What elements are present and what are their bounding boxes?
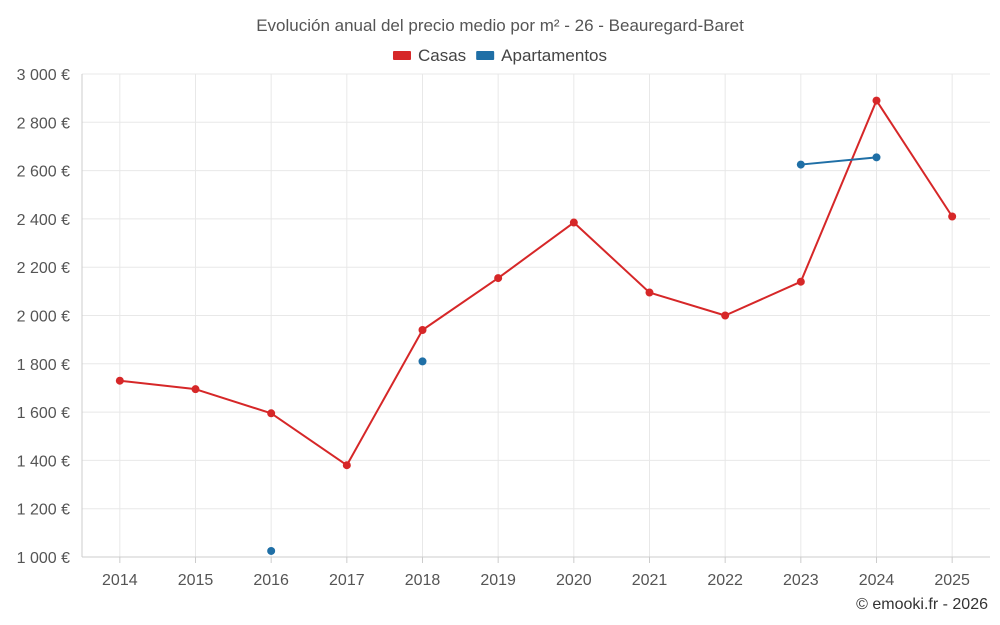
data-point[interactable]	[418, 357, 427, 366]
y-axis-ticks: 1 000 € 1 200 € 1 400 € 1 600 € 1 800 € 2 000…	[17, 67, 70, 567]
chart-credit: © emooki.fr - 2026	[856, 596, 988, 613]
x-tick-label: 2015	[178, 572, 214, 589]
y-tick-label: 3 000 €	[17, 67, 70, 84]
x-tick-label: 2021	[632, 572, 668, 589]
x-tick-label: 2024	[859, 572, 895, 589]
series-apartamentos	[267, 153, 881, 555]
y-tick-label: 2 200 €	[17, 260, 70, 277]
data-point[interactable]	[872, 153, 881, 162]
data-point[interactable]	[494, 274, 503, 283]
data-point[interactable]	[267, 409, 276, 418]
x-tick-label: 2020	[556, 572, 592, 589]
x-tick-label: 2022	[707, 572, 743, 589]
series-line	[118, 99, 954, 467]
x-tick-label: 2023	[783, 572, 819, 589]
y-gridlines	[82, 73, 990, 558]
y-tick-label: 1 800 €	[17, 357, 70, 374]
y-tick-label: 1 000 €	[17, 550, 70, 567]
x-tick-label: 2018	[405, 572, 441, 589]
chart-title: Evolución anual del precio medio por m² …	[256, 16, 744, 35]
legend-swatch	[476, 51, 495, 60]
legend-label: Apartamentos	[501, 46, 607, 65]
x-axis-ticks: 2014 2015 2016 2017 2018 2019 2020 2021 2022 2023…	[102, 557, 970, 589]
x-tick-label: 2017	[329, 572, 365, 589]
data-point[interactable]	[948, 212, 957, 221]
data-point[interactable]	[267, 546, 276, 555]
y-tick-label: 1 200 €	[17, 502, 70, 519]
data-point[interactable]	[721, 311, 730, 320]
data-point[interactable]	[872, 96, 881, 105]
y-tick-label: 1 600 €	[17, 405, 70, 422]
chart-legend: Casas Apartamentos	[392, 46, 607, 65]
legend-swatch	[392, 51, 411, 60]
y-tick-label: 2 000 €	[17, 309, 70, 326]
chart-axes	[81, 74, 990, 558]
y-tick-label: 2 400 €	[17, 212, 70, 229]
legend-item[interactable]: Apartamentos	[476, 46, 607, 65]
data-point[interactable]	[569, 218, 578, 227]
chart-series	[115, 96, 957, 555]
y-tick-label: 2 800 €	[17, 115, 70, 132]
series-casas	[115, 96, 957, 470]
data-point[interactable]	[796, 277, 805, 286]
data-point[interactable]	[115, 376, 124, 385]
x-gridlines	[119, 74, 953, 557]
legend-item[interactable]: Casas	[392, 46, 466, 65]
x-tick-label: 2025	[934, 572, 970, 589]
x-tick-label: 2016	[253, 572, 289, 589]
data-point[interactable]	[342, 461, 351, 470]
y-tick-label: 1 400 €	[17, 453, 70, 470]
data-point[interactable]	[796, 160, 805, 169]
legend-label: Casas	[418, 46, 466, 65]
series-line	[799, 156, 878, 166]
data-point[interactable]	[191, 385, 200, 394]
data-point[interactable]	[418, 325, 427, 334]
x-tick-label: 2014	[102, 572, 138, 589]
x-tick-label: 2019	[480, 572, 516, 589]
y-tick-label: 2 600 €	[17, 164, 70, 181]
data-point[interactable]	[645, 288, 654, 297]
